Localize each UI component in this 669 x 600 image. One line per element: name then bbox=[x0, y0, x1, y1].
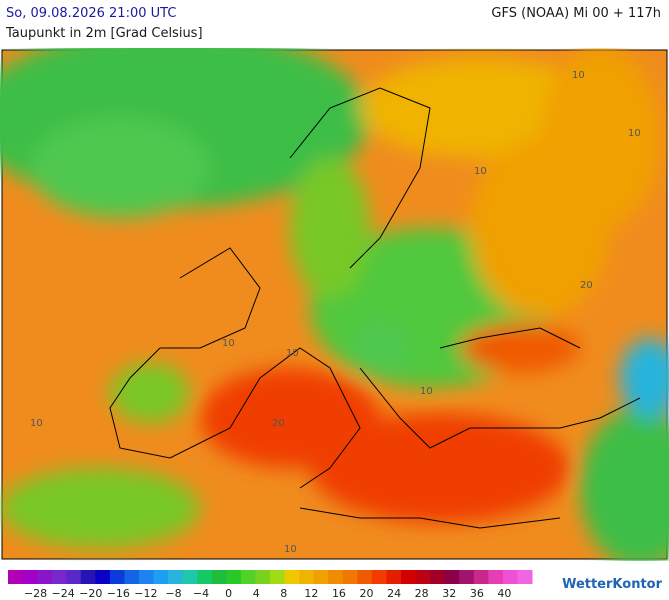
colorbar: WetterKontor −28 −24 −20 −16 −12 −8 −4 0 4 8 12 16 2… bbox=[8, 570, 663, 600]
color-swatch bbox=[270, 570, 286, 584]
contour-label: 10 bbox=[628, 128, 641, 139]
colorbar-label: 28 bbox=[415, 587, 429, 600]
colorbar-label: −8 bbox=[165, 587, 181, 600]
color-swatch bbox=[51, 570, 67, 584]
color-swatch bbox=[284, 570, 300, 584]
color-swatch bbox=[357, 570, 373, 584]
color-swatch bbox=[299, 570, 315, 584]
colorbar-label: 0 bbox=[225, 587, 232, 600]
map: 10 10 10 10 10 10 20 20 10 10 bbox=[0, 48, 669, 561]
contour-label: 10 bbox=[284, 544, 297, 555]
color-swatch bbox=[124, 570, 140, 584]
contour-label: 10 bbox=[420, 386, 433, 397]
colorbar-label: −4 bbox=[193, 587, 209, 600]
contour-label: 10 bbox=[222, 338, 235, 349]
coastlines bbox=[109, 87, 641, 529]
color-swatch bbox=[401, 570, 417, 584]
date-label: So, 09.08.2026 21:00 UTC bbox=[6, 6, 177, 21]
color-swatch bbox=[80, 570, 96, 584]
color-swatch bbox=[8, 570, 24, 584]
contour-label: 20 bbox=[272, 418, 285, 429]
color-swatch bbox=[168, 570, 184, 584]
color-swatch bbox=[444, 570, 460, 584]
color-swatch bbox=[430, 570, 446, 584]
colorbar-label: −20 bbox=[79, 587, 102, 600]
color-swatch bbox=[240, 570, 256, 584]
color-swatch bbox=[197, 570, 213, 584]
color-swatch bbox=[211, 570, 227, 584]
color-swatch bbox=[153, 570, 169, 584]
contour-labels: 10 10 10 10 10 10 20 20 10 10 bbox=[30, 70, 641, 555]
color-swatch bbox=[313, 570, 329, 584]
colorbar-label: 20 bbox=[360, 587, 374, 600]
color-swatch bbox=[37, 570, 53, 584]
contour-label: 10 bbox=[572, 70, 585, 81]
color-swatch bbox=[459, 570, 475, 584]
color-swatch bbox=[502, 570, 518, 584]
color-swatch bbox=[22, 570, 38, 584]
colorbar-label: −12 bbox=[134, 587, 157, 600]
contour-label: 20 bbox=[580, 280, 593, 291]
color-swatch bbox=[473, 570, 489, 584]
contour-label: 10 bbox=[474, 166, 487, 177]
colorbar-label: 32 bbox=[442, 587, 456, 600]
color-swatch bbox=[139, 570, 155, 584]
colorbar-label: 4 bbox=[253, 587, 260, 600]
subtitle: Taupunkt in 2m [Grad Celsius] bbox=[6, 26, 203, 41]
colorbar-label: 8 bbox=[280, 587, 287, 600]
colorbar-label: 36 bbox=[470, 587, 484, 600]
colorbar-label: 12 bbox=[304, 587, 318, 600]
color-swatch bbox=[226, 570, 242, 584]
color-swatch bbox=[328, 570, 344, 584]
logo: WetterKontor bbox=[562, 577, 663, 592]
color-swatch bbox=[66, 570, 82, 584]
color-swatch bbox=[255, 570, 271, 584]
colorbar-label: −28 bbox=[24, 587, 47, 600]
color-swatch bbox=[182, 570, 198, 584]
contour-label: 10 bbox=[30, 418, 43, 429]
contour-label: 10 bbox=[286, 348, 299, 359]
color-swatch bbox=[371, 570, 387, 584]
colorbar-label: 24 bbox=[387, 587, 401, 600]
field bbox=[0, 48, 669, 561]
colorbar-label: 16 bbox=[332, 587, 346, 600]
model-label: GFS (NOAA) Mi 00 + 117h bbox=[491, 6, 661, 21]
color-swatch bbox=[342, 570, 358, 584]
colorbar-label: −16 bbox=[107, 587, 130, 600]
colorbar-label: 40 bbox=[497, 587, 511, 600]
colorbar-label: −24 bbox=[52, 587, 75, 600]
color-swatch bbox=[517, 570, 533, 584]
color-swatch bbox=[95, 570, 111, 584]
color-swatch bbox=[415, 570, 431, 584]
color-swatch bbox=[386, 570, 402, 584]
color-swatch bbox=[109, 570, 125, 584]
color-swatch bbox=[488, 570, 504, 584]
